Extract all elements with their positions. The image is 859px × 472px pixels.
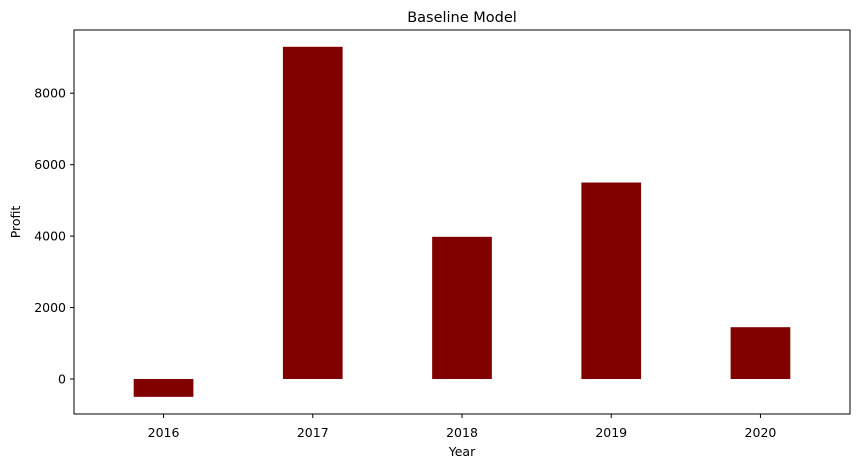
x-tick-label-2016: 2016 bbox=[148, 425, 180, 440]
y-ticks-group: 0 2000 4000 6000 8000 bbox=[34, 86, 74, 386]
x-tick-label-2020: 2020 bbox=[745, 425, 777, 440]
chart-title: Baseline Model bbox=[407, 10, 517, 26]
bar-2020 bbox=[730, 327, 791, 379]
x-tick-label-2018: 2018 bbox=[446, 425, 478, 440]
plot-frame bbox=[73, 29, 851, 415]
x-tick-label-2019: 2019 bbox=[595, 425, 627, 440]
y-tick-label-2000: 2000 bbox=[34, 300, 66, 315]
bar-2016 bbox=[133, 378, 194, 397]
y-tick-label-0: 0 bbox=[58, 371, 66, 386]
y-tick-label-6000: 6000 bbox=[34, 157, 66, 172]
bar-2017 bbox=[282, 46, 343, 379]
x-tick-label-2017: 2017 bbox=[297, 425, 329, 440]
bars-group bbox=[133, 46, 791, 397]
y-axis-label: Profit bbox=[8, 206, 23, 239]
x-ticks-group: 2016 2017 2018 2019 2020 bbox=[148, 414, 777, 440]
y-tick-label-8000: 8000 bbox=[34, 86, 66, 101]
bar-2018 bbox=[432, 236, 492, 379]
x-axis-label: Year bbox=[448, 444, 476, 459]
y-tick-label-4000: 4000 bbox=[34, 229, 66, 244]
bar-2019 bbox=[581, 182, 642, 379]
